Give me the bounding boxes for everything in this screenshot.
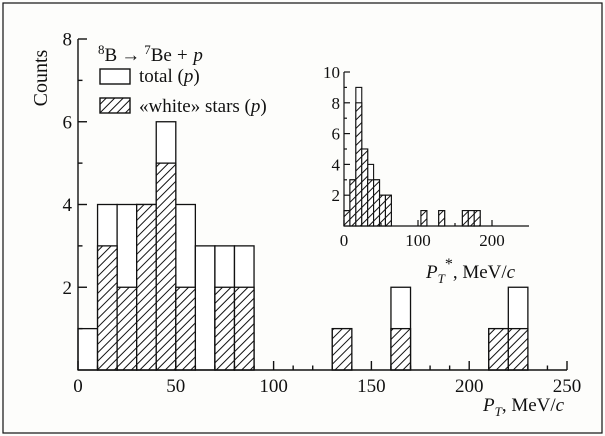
main-white-stars-bar [155,162,177,371]
legend: total (p) «white» stars (p) [99,66,267,117]
inset-white-stars-bar [367,179,375,227]
inset-x-tick-label: 100 [405,231,431,250]
inset-chart-bars [343,86,481,227]
main-white-stars-bar [214,286,236,371]
inset-y-tick-label: 6 [332,125,341,144]
inset-white-stars-bar [473,210,481,227]
main-white-stars-bar [488,327,509,371]
main-white-stars-bar [96,245,118,371]
inset-white-stars-bar [438,210,446,227]
main-x-tick-label: 50 [166,376,185,397]
main-white-stars-bar [175,286,197,371]
main-total-bar [77,327,99,371]
reaction-title: 8B → 7Be + p [98,42,203,66]
inset-chart-axes: 0 100 200 2 4 6 8 10 [323,63,529,250]
main-white-stars-bar [116,286,138,371]
inset-white-stars-bar [355,102,363,227]
main-white-stars-bar [507,327,529,371]
inset-x-tick-label: 200 [479,231,505,250]
main-y-tick-label: 8 [63,30,73,51]
inset-white-stars-bar [349,179,357,227]
main-y-tick-label: 2 [63,278,73,299]
x-axis-label: PT, MeV/c [482,395,565,419]
main-x-tick-label: 250 [553,376,582,397]
inset-white-stars-bar [467,210,475,227]
inset-white-stars-bar [373,179,381,227]
main-x-tick-label: 150 [357,376,386,397]
inset-white-stars-bar [343,210,351,227]
inset-y-tick-label: 2 [332,186,341,205]
main-white-stars-bar [136,203,157,371]
main-total-bar [194,245,216,371]
main-y-tick-label: 4 [63,195,73,216]
inset-x-axis-label: PT*, MeV/c [425,256,516,286]
y-axis-label: Counts [30,49,52,106]
main-chart-bars [77,121,529,371]
main-x-tick-label: 0 [73,376,83,397]
inset-white-stars-bar [420,210,428,227]
legend-label-total: total (p) [139,66,200,87]
legend-label-white-stars: «white» stars (p) [139,96,267,117]
inset-y-tick-label: 10 [323,63,340,82]
inset-y-tick-label: 4 [332,155,341,174]
main-y-tick-label: 6 [63,112,73,133]
legend-swatch-white-stars [99,97,131,114]
inset-white-stars-bar [384,194,392,227]
main-x-tick-label: 200 [455,376,484,397]
main-white-stars-bar [331,327,353,371]
inset-white-stars-bar [361,148,369,227]
main-x-tick-label: 100 [259,376,288,397]
inset-y-tick-label: 8 [332,94,341,113]
inset-white-stars-bar [378,194,386,227]
main-white-stars-bar [233,286,255,371]
inset-x-tick-label: 0 [340,231,349,250]
inset-white-stars-bar [461,210,469,227]
legend-swatch-total [99,68,131,85]
main-white-stars-bar [390,327,412,371]
